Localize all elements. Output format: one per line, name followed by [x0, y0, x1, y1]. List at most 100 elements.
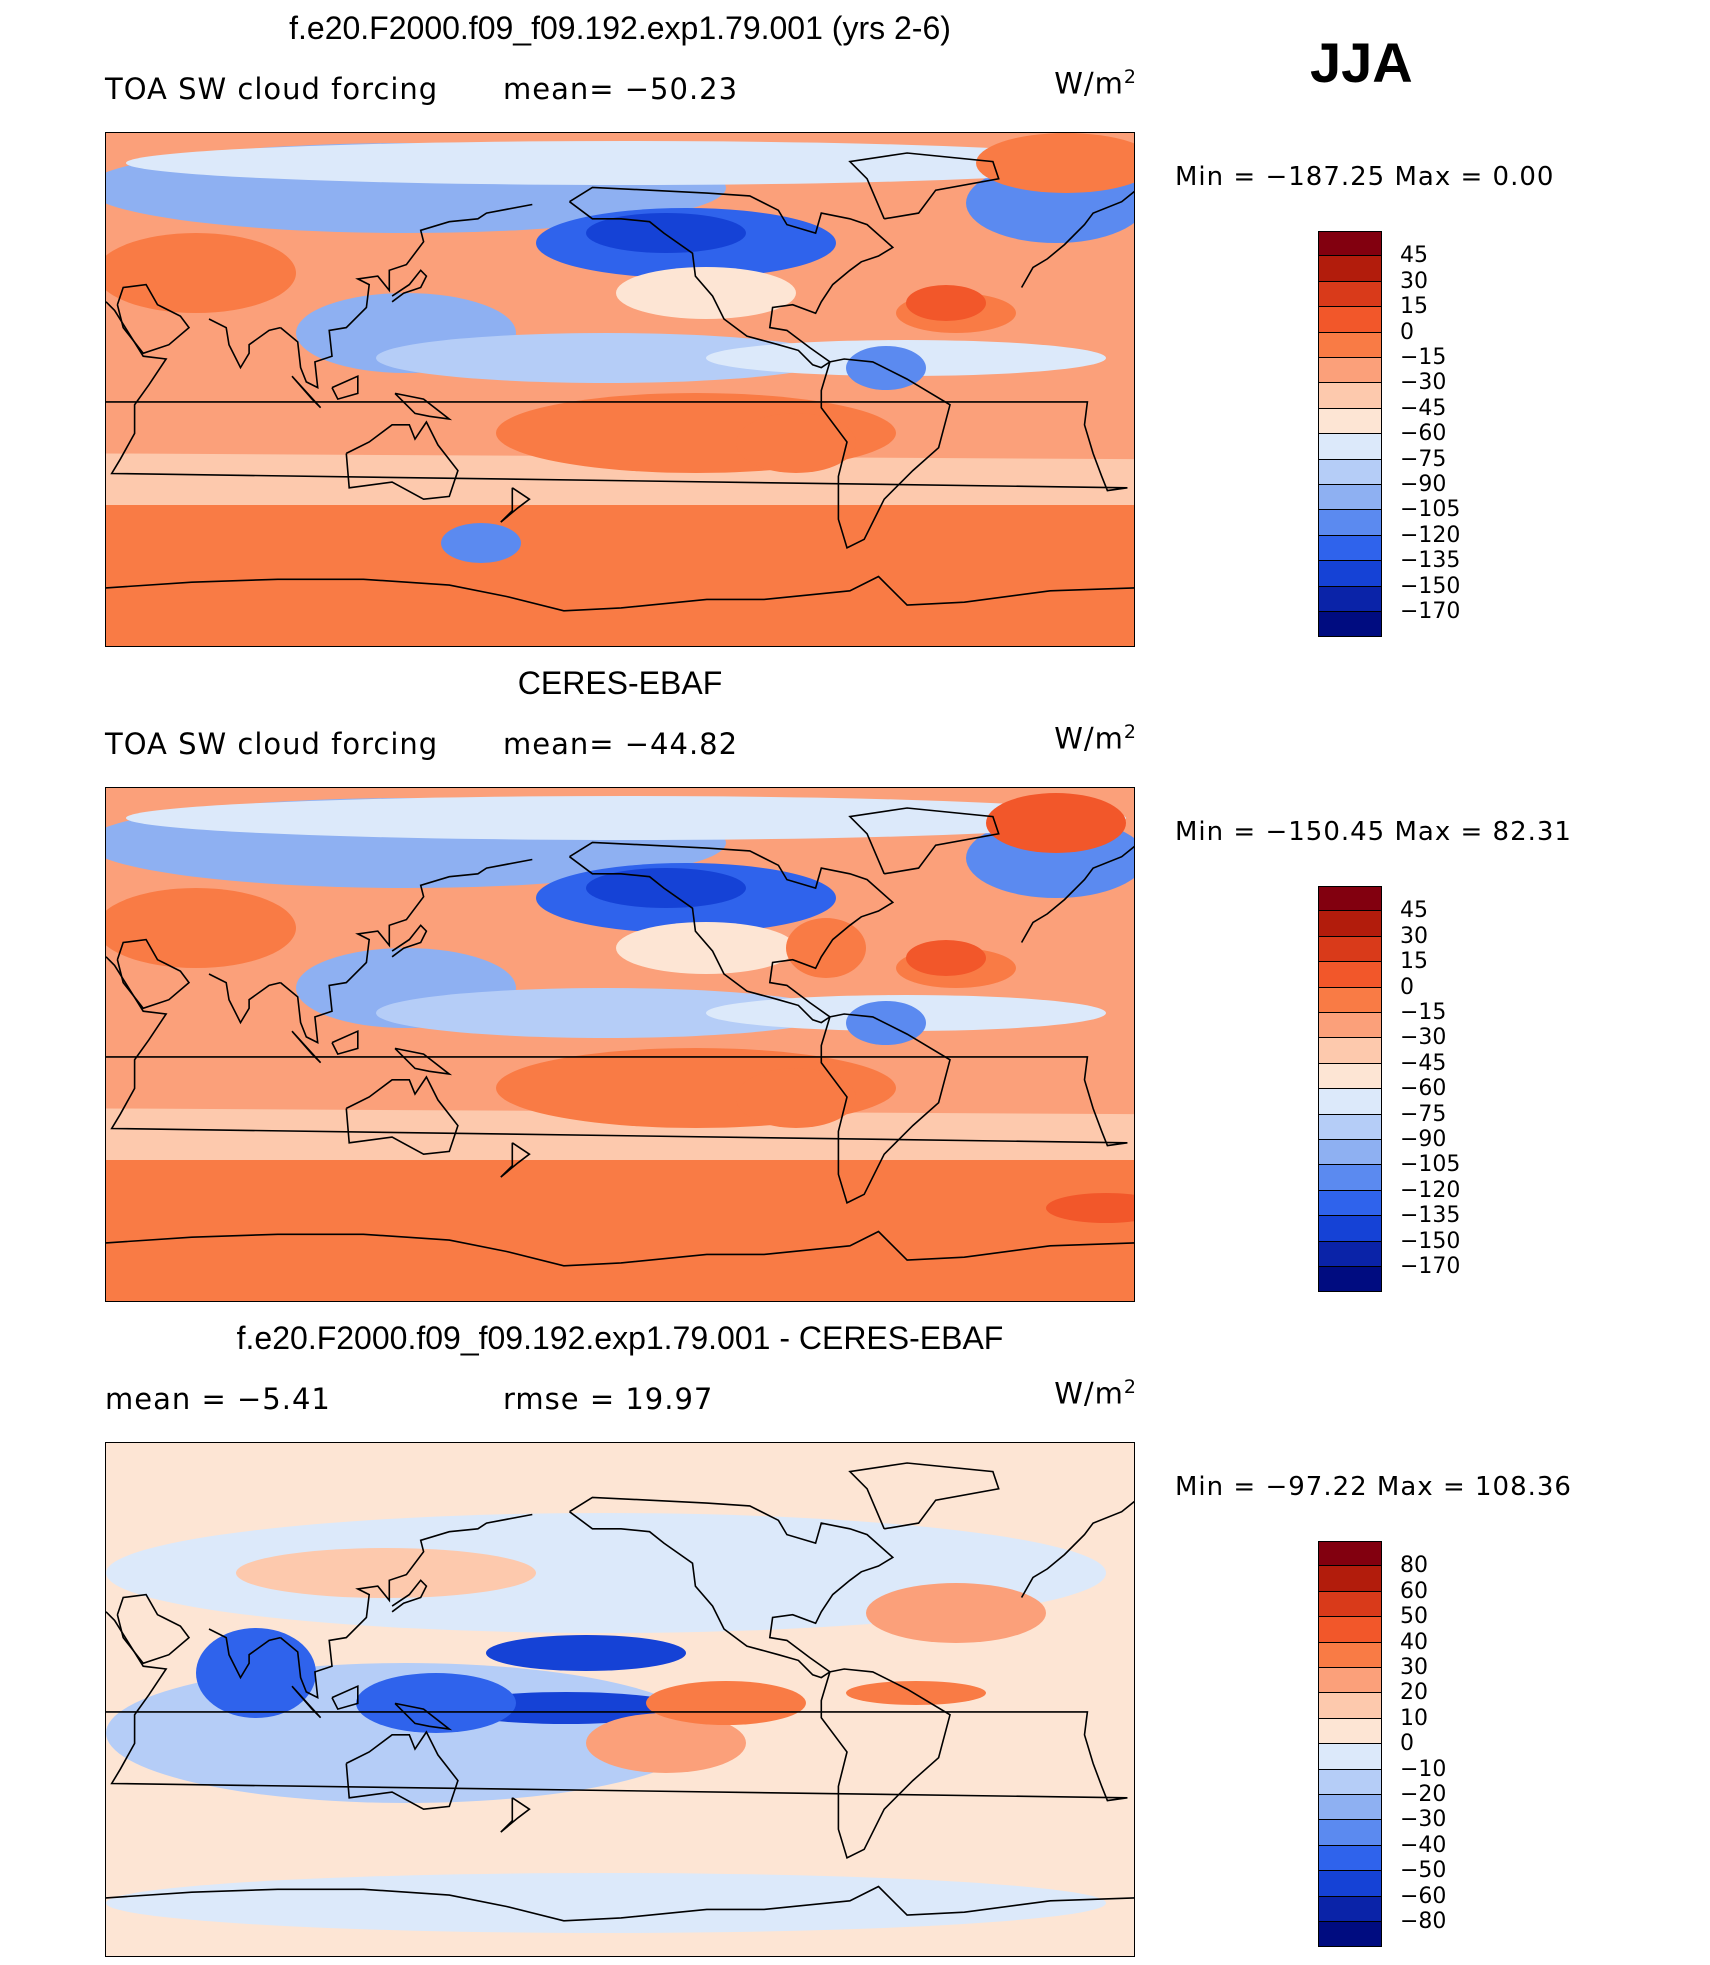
coastline [394, 392, 453, 421]
coastline [106, 1230, 1134, 1267]
colorbar-swatch [1318, 1693, 1382, 1719]
coastline [848, 1462, 1000, 1530]
colorbar-tick-label: −10 [1400, 1756, 1447, 1782]
colorbar-swatch [1318, 586, 1382, 612]
colorbar-tick-label: −105 [1400, 1152, 1461, 1178]
colorbar-swatch [1318, 612, 1382, 638]
units-label: W/m2 [1054, 721, 1137, 756]
coastline [106, 575, 1134, 612]
coastline [569, 1496, 895, 1679]
field-contour [441, 523, 521, 563]
field-contour [106, 504, 1134, 646]
colorbar-tick-label: 15 [1400, 294, 1428, 320]
colorbar-swatch [1318, 962, 1382, 988]
variable-label: TOA SW cloud forcing [105, 727, 439, 761]
coastline [848, 807, 1000, 875]
colorbar-tick-label: −15 [1400, 1000, 1447, 1025]
field-contour [586, 1713, 746, 1773]
field-contour [586, 213, 746, 253]
colorbar-swatch [1318, 987, 1382, 1013]
colorbar-swatch [1318, 1642, 1382, 1668]
field-contour [356, 1673, 516, 1733]
colorbar-obs: 45 30 15 0 −15 −30 −45 −60 −75 −90 −105 −120 −135 −15… [1318, 886, 1460, 1293]
colorbar-swatch [1318, 886, 1382, 912]
coastline [116, 938, 191, 1010]
panel-diff: f.e20.F2000.f09_f09.192.exp1.79.001 - CE… [0, 1310, 1710, 1965]
coastline [291, 1030, 322, 1064]
colorbar-tick-label: −60 [1400, 1076, 1447, 1102]
colorbar-tick-label: −170 [1400, 1254, 1461, 1279]
field-contour [736, 413, 856, 473]
field-contour [106, 233, 296, 313]
field-contour [906, 285, 986, 321]
field-contour [866, 1583, 1046, 1643]
coastline [345, 420, 459, 501]
mean-label: mean= −50.23 [503, 72, 739, 106]
field-contour [126, 141, 1126, 185]
map-model [105, 132, 1135, 647]
colorbar-swatch [1318, 1591, 1382, 1618]
colorbar-tick-label: −75 [1400, 446, 1447, 472]
mean-label: mean= −44.82 [503, 727, 739, 761]
colorbar-tick-label: 45 [1400, 898, 1428, 924]
colorbar-tick-label: −150 [1400, 573, 1461, 599]
field-contour [786, 918, 866, 978]
colorbar-swatch [1318, 1114, 1382, 1140]
colorbar-swatch [1318, 1063, 1382, 1090]
colorbar-tick-label: 30 [1400, 923, 1428, 949]
colorbar-tick-label: −30 [1400, 1025, 1447, 1051]
coastline [331, 1684, 359, 1711]
field-contour [686, 1458, 926, 1508]
panel-title: f.e20.F2000.f09_f09.192.exp1.79.001 - CE… [236, 1320, 1004, 1356]
colorbar-tick-label: −45 [1400, 395, 1447, 421]
field-contour [846, 1681, 986, 1705]
units-label: W/m2 [1054, 1376, 1137, 1411]
coastline [345, 1730, 459, 1811]
colorbar-tick-label: 80 [1400, 1553, 1428, 1579]
colorbar-swatch [1318, 510, 1382, 536]
colorbar-model: 45 30 15 0 −15 −30 −45 −60 −75 −90 −105 −120 −135 −15… [1318, 231, 1460, 638]
colorbar-swatch [1318, 1013, 1382, 1039]
colorbar-swatch [1318, 535, 1382, 562]
colorbar-swatch [1318, 911, 1382, 937]
coastline [208, 318, 281, 370]
colorbar-swatch [1318, 1216, 1382, 1242]
colorbar-swatch [1318, 1541, 1382, 1567]
minmax-label: Min = −150.45 Max = 82.31 [1175, 817, 1572, 847]
colorbar-swatch [1318, 1140, 1382, 1166]
colorbar-swatch [1318, 1668, 1382, 1694]
field-contour [106, 888, 296, 968]
coastline [394, 1702, 453, 1731]
coastline [331, 374, 359, 401]
coastline [820, 1013, 951, 1205]
map-obs [105, 787, 1135, 1302]
coastline [106, 1885, 1134, 1922]
coastline [106, 956, 1128, 1147]
field-contour [646, 1681, 806, 1725]
coastline [208, 1628, 281, 1680]
variable-label: TOA SW cloud forcing [105, 72, 439, 106]
coastline [106, 1611, 1128, 1802]
coastline [500, 1797, 531, 1833]
colorbar-tick-label: −75 [1400, 1101, 1447, 1127]
colorbar-tick-label: −135 [1400, 1203, 1461, 1229]
field-contour [616, 922, 796, 974]
field-contour [106, 1513, 1106, 1633]
field-contour [126, 796, 1126, 840]
field-contour [986, 793, 1126, 853]
coastline [820, 358, 951, 550]
colorbar-swatch [1318, 1267, 1382, 1293]
coastline [116, 1593, 191, 1665]
colorbar-tick-label: −30 [1400, 1807, 1447, 1833]
colorbar-tick-label: 0 [1400, 319, 1414, 345]
coastline [1020, 845, 1134, 943]
colorbar-tick-label: −105 [1400, 497, 1461, 523]
colorbar-swatch [1318, 1845, 1382, 1872]
mean-label: mean = −5.41 [105, 1382, 331, 1416]
colorbar-swatch [1318, 408, 1382, 435]
colorbar-swatch [1318, 1718, 1382, 1745]
colorbar-swatch [1318, 459, 1382, 485]
colorbar-swatch [1318, 1617, 1382, 1643]
colorbar-tick-label: 0 [1400, 974, 1414, 1000]
coastline [116, 283, 191, 355]
